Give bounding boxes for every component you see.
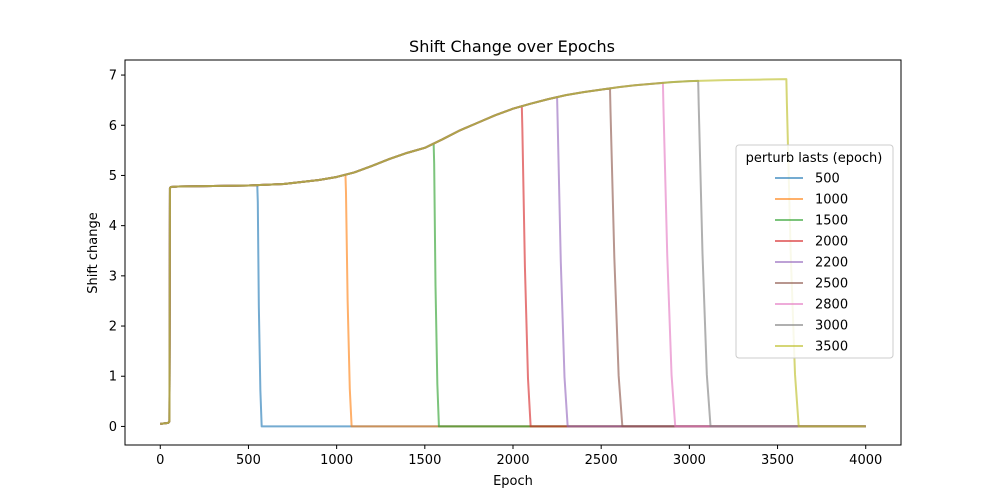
legend-label: 1500 xyxy=(815,214,848,229)
series-line-3500 xyxy=(160,78,866,428)
x-axis-title: Epoch xyxy=(493,474,533,489)
y-tick-label: 3 xyxy=(109,269,117,284)
x-tick-label: 2500 xyxy=(585,453,618,468)
legend: perturb lasts (epoch) 500 1000 1500 2000 220… xyxy=(735,144,894,359)
x-tick-label: 3000 xyxy=(673,453,706,468)
y-axis: 0 1 2 3 4 5 6 7 xyxy=(109,69,125,435)
legend-label: 2800 xyxy=(815,298,848,313)
legend-label: 1000 xyxy=(815,193,848,208)
x-tick-label: 500 xyxy=(236,453,261,468)
x-tick-label: 1500 xyxy=(408,453,441,468)
y-tick-label: 2 xyxy=(109,320,117,335)
y-axis-title: Shift change xyxy=(86,212,101,294)
y-tick-label: 1 xyxy=(109,370,117,385)
legend-title: perturb lasts (epoch) xyxy=(746,151,883,166)
legend-label: 3000 xyxy=(815,319,848,334)
legend-items: 500 1000 1500 2000 2200 2500 2800 3000 3500 xyxy=(775,172,848,355)
y-tick-label: 4 xyxy=(109,219,117,234)
x-tick-label: 4000 xyxy=(849,453,882,468)
y-tick-label: 7 xyxy=(109,69,117,84)
legend-label: 3500 xyxy=(815,340,848,355)
legend-label: 2200 xyxy=(815,256,848,271)
x-tick-label: 0 xyxy=(156,453,164,468)
chart-title: Shift Change over Epochs xyxy=(409,37,615,56)
x-tick-label: 1000 xyxy=(320,453,353,468)
x-axis: 0 500 1000 1500 2000 2500 3000 3500 4000 xyxy=(156,445,882,468)
legend-label: 2500 xyxy=(815,277,848,292)
x-tick-label: 3500 xyxy=(761,453,794,468)
legend-label: 500 xyxy=(815,172,840,187)
y-tick-label: 0 xyxy=(109,420,117,435)
series-layer xyxy=(160,78,866,428)
x-tick-label: 2000 xyxy=(496,453,529,468)
legend-label: 2000 xyxy=(815,235,848,250)
y-tick-label: 5 xyxy=(109,169,117,184)
y-tick-label: 6 xyxy=(109,119,117,134)
